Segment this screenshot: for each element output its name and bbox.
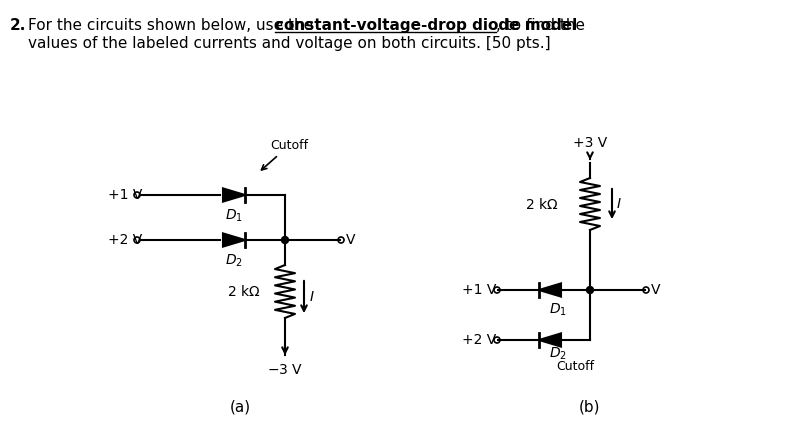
Text: $-3$ V: $-3$ V — [267, 363, 303, 377]
Text: +2 V: +2 V — [108, 233, 142, 247]
Text: +2 V: +2 V — [462, 333, 496, 347]
Text: $D_2$: $D_2$ — [225, 253, 243, 269]
Text: V: V — [346, 233, 356, 247]
Text: +1 V: +1 V — [108, 188, 142, 202]
Text: Cutoff: Cutoff — [556, 360, 594, 373]
Text: 2.: 2. — [10, 18, 26, 33]
Polygon shape — [223, 188, 245, 202]
Polygon shape — [539, 334, 561, 346]
Text: (a): (a) — [229, 400, 251, 415]
Text: $D_2$: $D_2$ — [549, 346, 567, 362]
Circle shape — [282, 237, 288, 244]
Text: values of the labeled currents and voltage on both circuits. [50 pts.]: values of the labeled currents and volta… — [28, 36, 551, 51]
Text: (b): (b) — [579, 400, 601, 415]
Text: , to find the: , to find the — [496, 18, 585, 33]
Text: For the circuits shown below, use the: For the circuits shown below, use the — [28, 18, 318, 33]
Text: $I$: $I$ — [616, 197, 622, 211]
Text: Cutoff: Cutoff — [261, 139, 308, 170]
Text: 2 k$\Omega$: 2 k$\Omega$ — [525, 197, 558, 211]
Text: $D_1$: $D_1$ — [225, 208, 243, 225]
Text: +3 V: +3 V — [573, 136, 607, 150]
Circle shape — [587, 287, 594, 294]
Text: $D_1$: $D_1$ — [549, 302, 567, 319]
Text: $I$: $I$ — [309, 290, 314, 304]
Text: 2 k$\Omega$: 2 k$\Omega$ — [227, 284, 260, 299]
Text: constant-voltage-drop diode model: constant-voltage-drop diode model — [275, 18, 577, 33]
Text: +1 V: +1 V — [462, 283, 497, 297]
Polygon shape — [539, 284, 561, 297]
Text: V: V — [651, 283, 661, 297]
Polygon shape — [223, 233, 245, 247]
